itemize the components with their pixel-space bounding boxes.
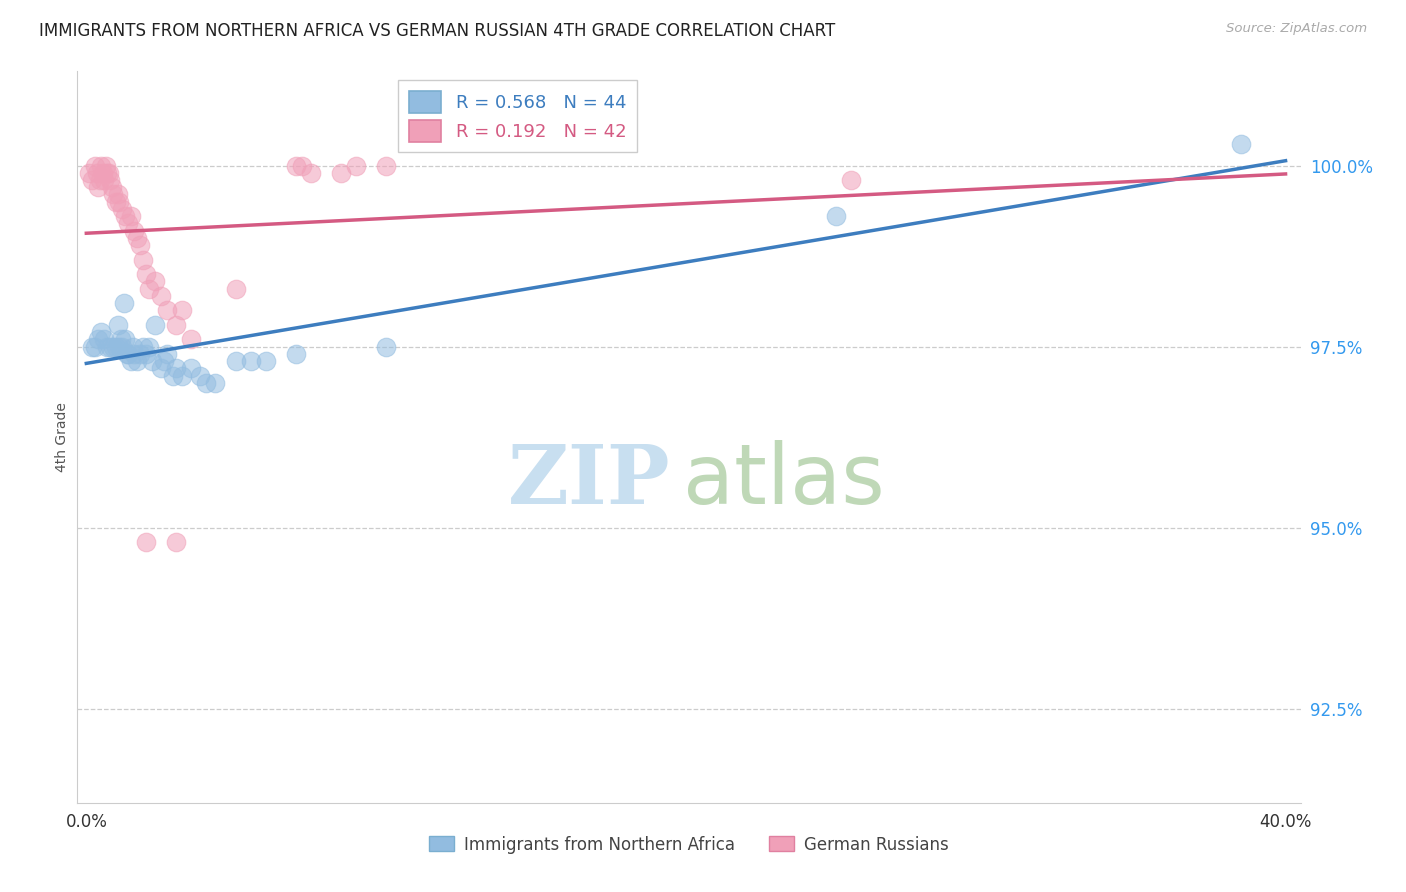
Y-axis label: 4th Grade: 4th Grade bbox=[55, 402, 69, 472]
Point bbox=[111, 340, 134, 354]
Point bbox=[162, 368, 184, 383]
Point bbox=[824, 209, 846, 223]
Point bbox=[107, 187, 129, 202]
Point bbox=[180, 361, 202, 376]
Point bbox=[111, 202, 134, 216]
Point bbox=[103, 340, 125, 354]
Point bbox=[143, 318, 166, 332]
Point bbox=[90, 159, 112, 173]
Point bbox=[91, 166, 114, 180]
Point bbox=[225, 354, 247, 368]
Point bbox=[97, 166, 120, 180]
Point bbox=[204, 376, 226, 390]
Point bbox=[180, 332, 202, 346]
Point bbox=[375, 159, 398, 173]
Point bbox=[87, 332, 110, 346]
Text: Source: ZipAtlas.com: Source: ZipAtlas.com bbox=[1226, 22, 1367, 36]
Point bbox=[103, 187, 125, 202]
Point bbox=[98, 340, 121, 354]
Point bbox=[87, 180, 110, 194]
Point bbox=[150, 289, 173, 303]
Point bbox=[285, 347, 308, 361]
Point bbox=[240, 354, 263, 368]
Point bbox=[132, 252, 155, 267]
Point bbox=[121, 340, 143, 354]
Point bbox=[330, 166, 353, 180]
Point bbox=[117, 216, 139, 230]
Point bbox=[105, 194, 128, 209]
Point bbox=[110, 332, 132, 346]
Point bbox=[291, 159, 314, 173]
Point bbox=[115, 347, 138, 361]
Point bbox=[165, 535, 187, 549]
Point bbox=[150, 361, 173, 376]
Point bbox=[98, 173, 121, 187]
Point bbox=[153, 354, 176, 368]
Point bbox=[135, 535, 157, 549]
Point bbox=[225, 282, 247, 296]
Point bbox=[1229, 136, 1251, 151]
Point bbox=[138, 282, 160, 296]
Point bbox=[138, 340, 160, 354]
Point bbox=[143, 274, 166, 288]
Point bbox=[82, 173, 104, 187]
Point bbox=[124, 224, 146, 238]
Point bbox=[82, 340, 104, 354]
Point bbox=[375, 340, 398, 354]
Text: IMMIGRANTS FROM NORTHERN AFRICA VS GERMAN RUSSIAN 4TH GRADE CORRELATION CHART: IMMIGRANTS FROM NORTHERN AFRICA VS GERMA… bbox=[39, 22, 835, 40]
Point bbox=[94, 159, 117, 173]
Legend: Immigrants from Northern Africa, German Russians: Immigrants from Northern Africa, German … bbox=[423, 829, 955, 860]
Point bbox=[84, 340, 107, 354]
Point bbox=[124, 347, 146, 361]
Point bbox=[101, 180, 124, 194]
Point bbox=[108, 340, 131, 354]
Text: ZIP: ZIP bbox=[508, 441, 671, 521]
Point bbox=[172, 368, 194, 383]
Point bbox=[135, 267, 157, 281]
Point bbox=[172, 303, 194, 318]
Point bbox=[127, 231, 149, 245]
Point bbox=[114, 332, 136, 346]
Point bbox=[107, 318, 129, 332]
Point bbox=[285, 159, 308, 173]
Point bbox=[120, 354, 142, 368]
Point bbox=[141, 354, 163, 368]
Point bbox=[96, 340, 118, 354]
Point bbox=[188, 368, 211, 383]
Point bbox=[84, 159, 107, 173]
Point bbox=[195, 376, 218, 390]
Point bbox=[89, 173, 111, 187]
Point bbox=[839, 173, 862, 187]
Point bbox=[93, 332, 115, 346]
Point bbox=[105, 340, 128, 354]
Point bbox=[96, 166, 118, 180]
Point bbox=[79, 166, 101, 180]
Point bbox=[127, 354, 149, 368]
Point bbox=[93, 173, 115, 187]
Point bbox=[344, 159, 367, 173]
Point bbox=[114, 209, 136, 223]
Point bbox=[90, 325, 112, 339]
Point bbox=[132, 340, 155, 354]
Point bbox=[129, 238, 152, 252]
Point bbox=[108, 194, 131, 209]
Point bbox=[165, 361, 187, 376]
Text: atlas: atlas bbox=[683, 441, 884, 522]
Point bbox=[120, 209, 142, 223]
Point bbox=[86, 166, 108, 180]
Point bbox=[156, 347, 179, 361]
Point bbox=[135, 347, 157, 361]
Point bbox=[165, 318, 187, 332]
Point bbox=[254, 354, 277, 368]
Point bbox=[299, 166, 322, 180]
Point bbox=[112, 296, 135, 310]
Point bbox=[129, 347, 152, 361]
Point bbox=[117, 347, 139, 361]
Point bbox=[156, 303, 179, 318]
